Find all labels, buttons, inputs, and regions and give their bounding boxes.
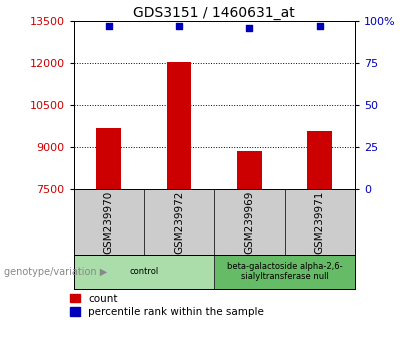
Text: genotype/variation ▶: genotype/variation ▶ — [4, 267, 108, 277]
Bar — [214, 255, 355, 289]
Legend: count, percentile rank within the sample: count, percentile rank within the sample — [70, 294, 264, 317]
Point — [105, 23, 112, 29]
Bar — [237, 151, 262, 189]
Bar — [74, 255, 214, 289]
Text: beta-galactoside alpha-2,6-
sialyltransferase null: beta-galactoside alpha-2,6- sialyltransf… — [227, 262, 342, 281]
Text: GSM239971: GSM239971 — [315, 190, 325, 254]
Point — [246, 25, 253, 31]
Bar — [307, 131, 332, 189]
Text: GSM239972: GSM239972 — [174, 190, 184, 254]
Point — [176, 23, 182, 29]
Text: GSM239970: GSM239970 — [104, 190, 114, 254]
Text: control: control — [129, 267, 158, 276]
Bar — [96, 128, 121, 189]
Text: GSM239969: GSM239969 — [244, 190, 255, 254]
Bar — [167, 62, 192, 189]
Title: GDS3151 / 1460631_at: GDS3151 / 1460631_at — [133, 6, 295, 20]
Point — [316, 23, 323, 29]
